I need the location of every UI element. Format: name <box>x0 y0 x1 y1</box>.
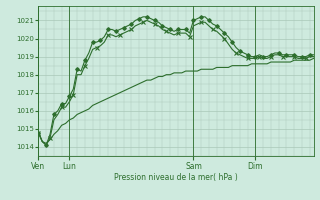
X-axis label: Pression niveau de la mer( hPa ): Pression niveau de la mer( hPa ) <box>114 173 238 182</box>
